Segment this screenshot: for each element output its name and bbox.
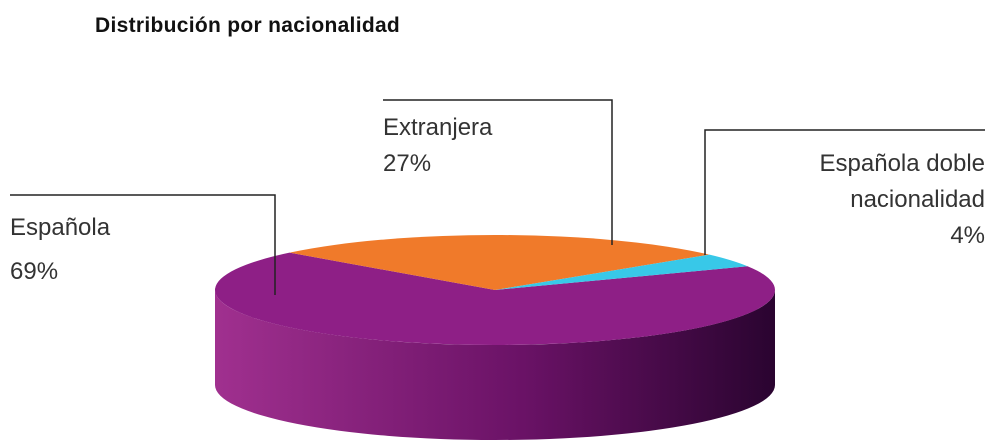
value-label: 69% — [10, 258, 59, 285]
value-label: 27% — [383, 150, 432, 177]
slice-side — [215, 290, 775, 440]
slice-label: Española — [10, 214, 111, 241]
leader-line — [383, 99, 613, 245]
slice — [289, 235, 710, 290]
leader-line — [10, 194, 276, 295]
slice-label: Española doble nacionalidad — [819, 150, 985, 213]
chart-title: Distribución por nacionalidad — [95, 14, 401, 37]
slice-label: Extranjera — [383, 114, 493, 141]
value-label: 4% — [950, 222, 985, 249]
leader-line — [704, 129, 985, 255]
pie — [214, 235, 776, 440]
slice — [214, 252, 776, 345]
slice — [495, 254, 748, 290]
